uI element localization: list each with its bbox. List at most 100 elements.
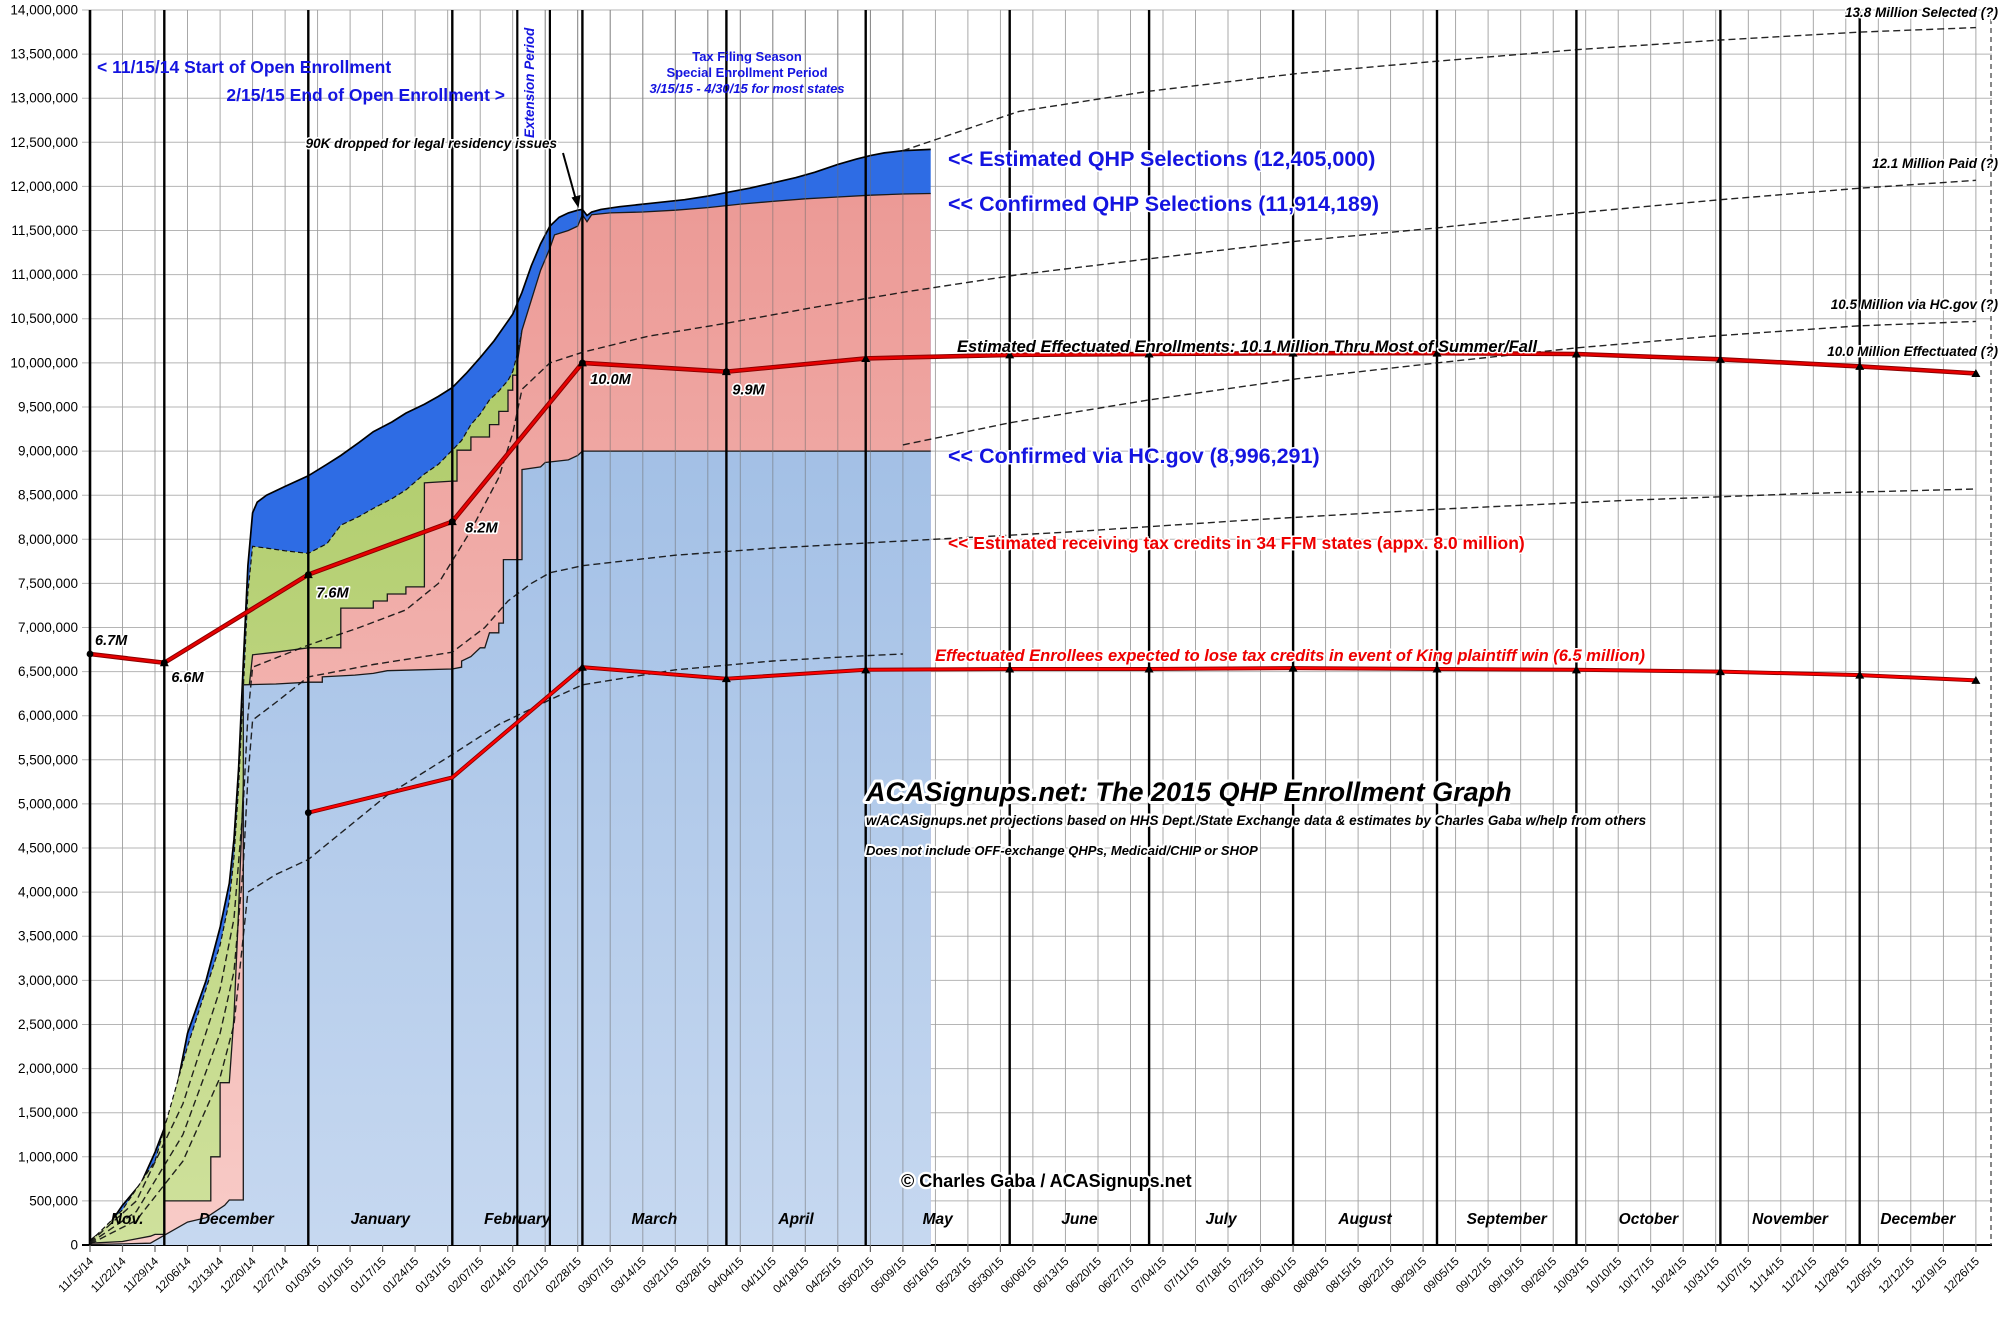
y-axis-label: 13,500,000 (10, 47, 78, 62)
marker-triangle (861, 353, 871, 362)
y-axis-label: 3,500,000 (18, 929, 78, 944)
est_total-edge (89, 148, 931, 1242)
marker-dot (448, 518, 456, 525)
month-label: January (351, 1211, 412, 1228)
y-axis-label: 5,000,000 (18, 796, 78, 811)
y-axis-label: 7,500,000 (18, 576, 78, 591)
marker-triangle (1855, 670, 1865, 679)
y-axis-label: 11,500,000 (11, 223, 78, 238)
annotation-tax-filing-dates: 3/15/15 - 4/30/15 for most states (649, 81, 844, 96)
data-point-label: 8.2M (465, 521, 498, 537)
annotation-90k-dropped: 90K dropped for legal residency issues (306, 136, 558, 151)
x-axis-label: 11/21/15 (1780, 1256, 1820, 1296)
marker-triangle (1005, 664, 1015, 673)
hcgov-area (90, 451, 931, 1246)
data-point-label: 6.6M (171, 670, 204, 686)
proj_ffm-dashed (89, 488, 1976, 1244)
marker-dot (160, 659, 168, 667)
marker-triangle (1715, 354, 1725, 363)
month-label: March (632, 1211, 678, 1228)
y-axis-label: 8,500,000 (18, 488, 78, 503)
y-axis-label: 12,000,000 (10, 179, 78, 194)
marker-triangle (1855, 361, 1865, 370)
marker-triangle (577, 662, 587, 671)
x-axis-label: 12/26/15 (1942, 1256, 1982, 1296)
x-axis-label: 07/04/15 (1129, 1256, 1169, 1296)
x-axis-label: 04/04/15 (706, 1256, 746, 1296)
annotation-arrow-line (562, 152, 577, 201)
x-axis-label: 10/31/15 (1682, 1256, 1722, 1296)
marker-triangle (1971, 675, 1981, 684)
hcgov-edge (89, 450, 931, 1246)
month-label: September (1467, 1211, 1548, 1228)
y-axis-label: 6,000,000 (18, 708, 78, 723)
red-lines (86, 348, 1981, 817)
marker-dot (86, 650, 94, 658)
month-label: October (1619, 1211, 1679, 1228)
y-axis-label: 6,500,000 (18, 664, 78, 679)
annotation-start-open-enrollment: < 11/15/14 Start of Open Enrollment (97, 57, 391, 77)
marker-triangle (1432, 348, 1442, 357)
marker-triangle (1005, 350, 1015, 359)
annotation-special-enrollment-period: Special Enrollment Period (666, 65, 827, 80)
label-estimated-qhp-selections: << Estimated QHP Selections (12,405,000) (948, 147, 1375, 171)
label-10-0-million-effectuated: 10.0 Million Effectuated (?) (1827, 344, 1998, 359)
y-axis-label: 4,500,000 (18, 841, 78, 856)
y-axis-label: 1,000,000 (18, 1149, 78, 1164)
marker-triangle (1144, 349, 1154, 358)
marker-triangle (1432, 664, 1442, 673)
gridlines-over (88, 10, 1992, 1252)
month-label: April (777, 1211, 814, 1228)
y-axis-label: 4,000,000 (18, 885, 78, 900)
y-axis-label: 5,500,000 (18, 752, 78, 767)
marker-triangle (1715, 667, 1725, 676)
x-axis-label: 11/14/15 (1747, 1256, 1787, 1296)
label-confirmed-via-hcgov: << Confirmed via HC.gov (8,996,291) (948, 444, 1320, 468)
y-axis-label: 9,000,000 (18, 444, 78, 459)
label-12-1-million-paid: 12.1 Million Paid (?) (1872, 156, 1999, 171)
y-axis-label: 3,000,000 (18, 973, 78, 988)
x-axis-label: 11/07/15 (1715, 1256, 1755, 1296)
y-axis-label: 10,500,000 (10, 311, 78, 326)
marker-triangle (1288, 663, 1298, 672)
data-point-label: 7.6M (316, 586, 349, 602)
label-confirmed-qhp-selections: << Confirmed QHP Selections (11,914,189) (948, 192, 1379, 216)
month-label: June (1061, 1211, 1098, 1228)
marker-triangle (721, 674, 731, 683)
y-axis-label: 13,000,000 (10, 91, 78, 106)
y-axis-label: 2,000,000 (18, 1061, 78, 1076)
data-point-label: 10.0M (590, 372, 631, 388)
month-label: December (199, 1211, 275, 1228)
data-point-label: 9.9M (732, 383, 765, 399)
y-axis-label: 11,000,000 (11, 267, 78, 282)
marker-triangle (1288, 348, 1298, 357)
month-label: Nov. (111, 1211, 144, 1228)
y-axis-label: 7,000,000 (18, 620, 78, 635)
green_band-edge (89, 330, 523, 1242)
label-10-5-million-hcgov: 10.5 Million via HC.gov (?) (1831, 297, 1999, 312)
chart-note: Does not include OFF-exchange QHPs, Medi… (866, 843, 1258, 858)
month-label: November (1752, 1211, 1829, 1228)
marker-triangle (1571, 349, 1581, 358)
marker-dot (304, 809, 312, 817)
marker-dot (579, 359, 586, 367)
y-axis-label: 14,000,000 (10, 2, 78, 17)
stacked-areas (89, 148, 931, 1246)
chart-title: ACASignups.net: The 2015 QHP Enrollment … (865, 777, 1512, 807)
y-axis-label: 9,500,000 (18, 399, 78, 414)
month-label: July (1206, 1211, 1238, 1228)
chart-subtitle: w/ACASignups.net projections based on HH… (866, 813, 1647, 828)
annotation-tax-filing-season: Tax Filing Season (692, 49, 802, 64)
y-axis-label: 1,500,000 (18, 1105, 78, 1120)
inner_low-dashed (89, 653, 903, 1245)
y-axis-label: 0 (70, 1238, 78, 1253)
month-label: February (484, 1211, 552, 1228)
proj_selected-dashed (902, 26, 1976, 152)
annotation-extension-period: Extension Period (522, 27, 537, 138)
marker-triangle (1571, 665, 1581, 674)
y-axis-label: 10,000,000 (10, 355, 78, 370)
y-axis-label: 2,500,000 (18, 1017, 78, 1032)
marker-dot (723, 368, 730, 376)
